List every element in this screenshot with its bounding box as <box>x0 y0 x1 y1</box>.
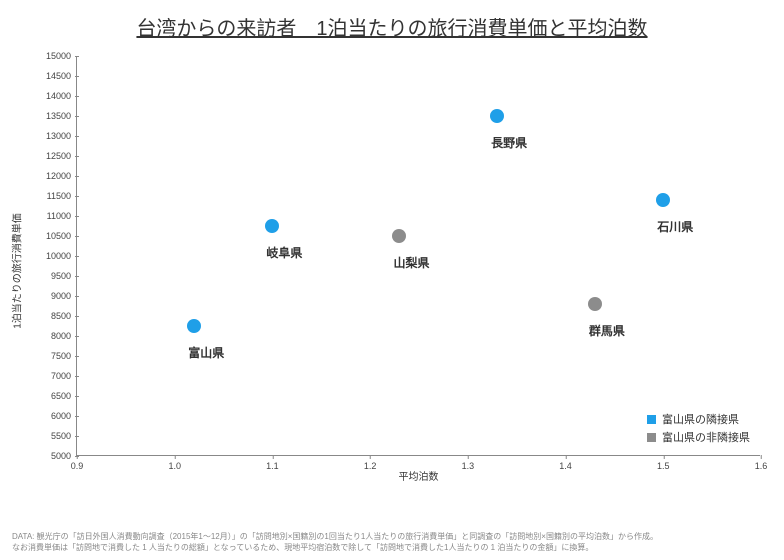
y-tick: 14000 <box>37 91 71 101</box>
point-label: 岐阜県 <box>266 244 302 261</box>
y-tick: 11500 <box>37 191 71 201</box>
footnote: DATA: 観光庁の「訪日外国人消費動向調査（2015年1～12月）」の「訪問地… <box>12 532 658 554</box>
plot-region: 平均泊数 富山県の隣接県富山県の非隣接県 5000550060006500700… <box>76 56 760 456</box>
y-tick: 5500 <box>37 431 71 441</box>
legend-item: 富山県の非隣接県 <box>647 429 750 445</box>
y-tick: 10000 <box>37 251 71 261</box>
point-label: 長野県 <box>491 134 527 151</box>
legend-label: 富山県の隣接県 <box>662 411 739 427</box>
legend-swatch <box>647 415 656 424</box>
y-tick: 6000 <box>37 411 71 421</box>
y-tick: 15000 <box>37 51 71 61</box>
y-tick: 9000 <box>37 291 71 301</box>
scatter-point <box>656 193 670 207</box>
x-tick: 1.4 <box>559 461 572 471</box>
legend-label: 富山県の非隣接県 <box>662 429 750 445</box>
y-tick: 14500 <box>37 71 71 81</box>
y-tick: 7000 <box>37 371 71 381</box>
point-label: 山梨県 <box>393 254 429 271</box>
y-tick: 12000 <box>37 171 71 181</box>
y-axis-label: 1泊当たりの旅行消費単価 <box>9 213 24 329</box>
scatter-point <box>588 297 602 311</box>
y-tick: 9500 <box>37 271 71 281</box>
chart-title: 台湾からの来訪者 1泊当たりの旅行消費単価と平均泊数 <box>0 0 784 41</box>
y-tick: 13500 <box>37 111 71 121</box>
y-tick: 7500 <box>37 351 71 361</box>
scatter-point <box>392 229 406 243</box>
y-tick: 11000 <box>37 211 71 221</box>
x-tick: 0.9 <box>71 461 84 471</box>
x-axis-label: 平均泊数 <box>399 468 439 483</box>
point-label: 群馬県 <box>589 322 625 339</box>
x-tick: 1.3 <box>462 461 475 471</box>
legend-item: 富山県の隣接県 <box>647 411 750 427</box>
y-tick: 5000 <box>37 451 71 461</box>
y-tick: 12500 <box>37 151 71 161</box>
legend-swatch <box>647 433 656 442</box>
legend: 富山県の隣接県富山県の非隣接県 <box>647 409 750 445</box>
point-label: 富山県 <box>188 344 224 361</box>
point-label: 石川県 <box>657 218 693 235</box>
y-tick: 8500 <box>37 311 71 321</box>
y-tick: 13000 <box>37 131 71 141</box>
footnote-line: なお消費単価は「訪問地で消費した 1 人当たりの総額」となっているため、現地平均… <box>12 543 658 554</box>
x-tick: 1.1 <box>266 461 279 471</box>
x-tick: 1.2 <box>364 461 377 471</box>
y-tick: 6500 <box>37 391 71 401</box>
x-tick: 1.0 <box>168 461 181 471</box>
scatter-point <box>265 219 279 233</box>
x-tick: 1.6 <box>755 461 768 471</box>
y-tick: 8000 <box>37 331 71 341</box>
footnote-line: DATA: 観光庁の「訪日外国人消費動向調査（2015年1～12月）」の「訪問地… <box>12 532 658 543</box>
chart-area: 1泊当たりの旅行消費単価 平均泊数 富山県の隣接県富山県の非隣接県 500055… <box>60 56 760 486</box>
scatter-point <box>187 319 201 333</box>
y-tick: 10500 <box>37 231 71 241</box>
x-tick: 1.5 <box>657 461 670 471</box>
scatter-point <box>490 109 504 123</box>
